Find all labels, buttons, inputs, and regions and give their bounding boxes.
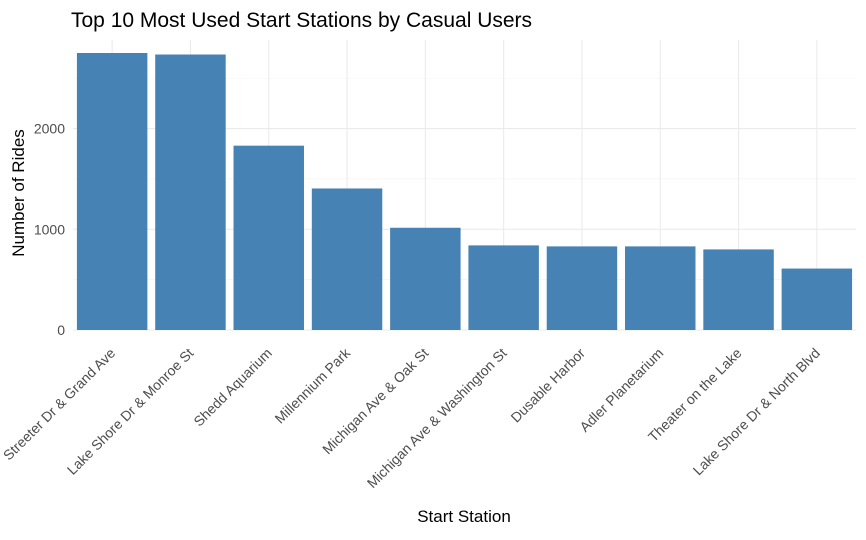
x-tick-label: Michigan Ave & Washington St — [364, 345, 510, 491]
bar — [546, 246, 618, 330]
bar — [625, 246, 696, 330]
bar — [155, 54, 226, 330]
x-tick-label: Lake Shore Dr & Monroe St — [64, 345, 197, 478]
bar — [468, 245, 539, 330]
x-tick-label: Lake Shore Dr & North Blvd — [690, 345, 823, 478]
x-tick-label: Dusable Harbor — [507, 345, 588, 426]
bar — [781, 268, 853, 330]
y-axis-title: Number of Rides — [9, 129, 28, 257]
x-tick-label: Millennium Park — [271, 344, 353, 426]
y-tick-label: 0 — [57, 322, 65, 338]
y-tick-label: 2000 — [34, 121, 65, 137]
bar — [76, 53, 148, 330]
x-axis-title: Start Station — [417, 507, 511, 526]
bar — [703, 249, 774, 330]
x-tick-label: Shedd Aquarium — [190, 345, 275, 430]
bar — [390, 227, 461, 330]
x-tick-label: Adler Planetarium — [576, 345, 666, 435]
bar — [233, 145, 304, 330]
y-tick-label: 1000 — [34, 221, 65, 237]
bar — [311, 188, 383, 330]
bars — [76, 53, 853, 330]
y-axis-ticks: 0 1000 2000 — [34, 121, 65, 338]
chart-title: Top 10 Most Used Start Stations by Casua… — [71, 9, 532, 32]
